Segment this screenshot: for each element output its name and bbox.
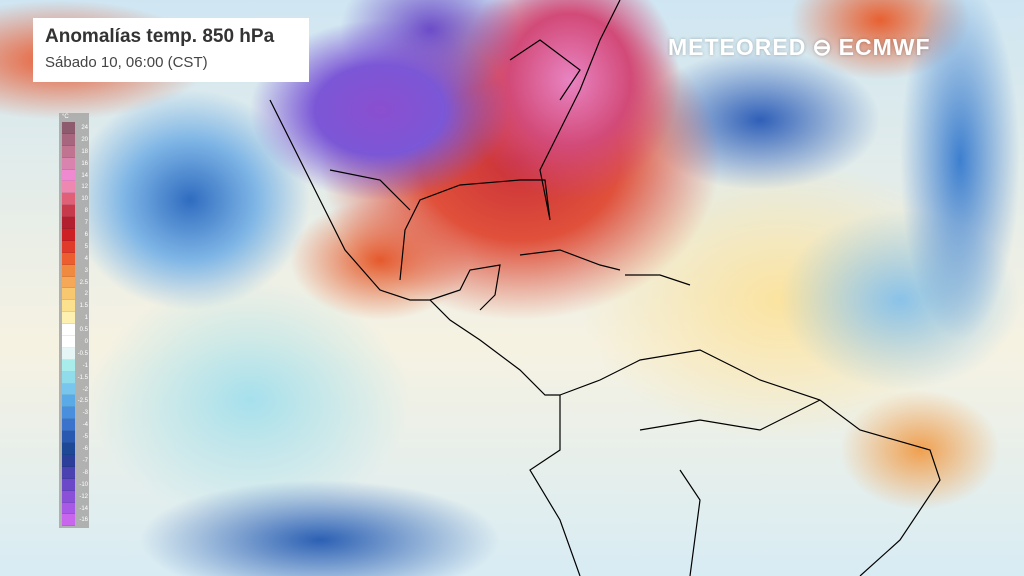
legend-label: 3 — [84, 267, 88, 274]
legend-label: 7 — [84, 220, 88, 227]
gulf-coast — [399, 0, 621, 281]
legend-label: -3 — [82, 410, 88, 417]
hispaniola — [625, 274, 691, 286]
legend-label: -4 — [82, 422, 88, 429]
south-america-coast — [559, 349, 941, 576]
legend-swatch — [62, 490, 75, 503]
legend-label: 4 — [84, 255, 88, 262]
legend-label: -1 — [82, 362, 88, 369]
legend-label: -2.5 — [77, 398, 88, 405]
legend-swatch — [62, 205, 75, 218]
title-box: Anomalías temp. 850 hPa Sábado 10, 06:00… — [33, 18, 309, 82]
legend-swatch — [62, 431, 75, 444]
legend-swatch — [62, 324, 75, 337]
brand-logos: METEORED ⊖ ECMWF — [668, 34, 931, 61]
ecmwf-logo: ECMWF — [838, 34, 931, 60]
south-america-west — [529, 395, 581, 576]
legend-swatch — [62, 300, 75, 313]
meteored-logo: METEORED — [668, 34, 807, 60]
cuba — [519, 249, 621, 271]
legend-label: 20 — [81, 136, 88, 143]
legend-label: 12 — [81, 184, 88, 191]
legend-swatch — [62, 181, 75, 194]
legend-label: -6 — [82, 446, 88, 453]
legend-swatch — [62, 122, 75, 134]
legend-swatch — [62, 145, 75, 158]
map-subtitle: Sábado 10, 06:00 (CST) — [45, 54, 208, 71]
legend-swatch — [62, 240, 75, 253]
legend-swatch — [62, 276, 75, 289]
legend-swatch — [62, 288, 75, 301]
legend-swatch — [62, 383, 75, 396]
legend-label: 0 — [84, 339, 88, 346]
north-america-coast — [269, 99, 560, 396]
legend-swatch — [62, 312, 75, 325]
legend-swatch — [62, 478, 75, 491]
us-mexico-border — [329, 169, 411, 211]
legend-swatch — [62, 407, 75, 420]
legend-swatch — [62, 514, 75, 527]
ecmwf-logo-icon: ⊖ — [812, 34, 833, 60]
map-title: Anomalías temp. 850 hPa — [45, 26, 275, 47]
legend-label: 1.5 — [79, 303, 88, 310]
legend-swatch — [62, 466, 75, 479]
legend-label: -8 — [82, 469, 88, 476]
legend-swatch — [62, 443, 75, 455]
legend-label: 16 — [81, 160, 88, 167]
legend-label: -12 — [79, 493, 88, 500]
legend-label: -2 — [82, 386, 88, 393]
legend-label: -1.5 — [77, 374, 88, 381]
legend-label: 24 — [81, 125, 88, 131]
legend-swatch — [62, 252, 75, 265]
legend-swatch — [62, 454, 75, 467]
legend-label: -7 — [82, 457, 88, 464]
legend-label: -5 — [82, 434, 88, 441]
legend-label: 6 — [84, 232, 88, 239]
legend-swatch — [62, 336, 75, 348]
legend-label: 8 — [84, 208, 88, 215]
legend-label: 5 — [84, 243, 88, 250]
legend-swatch — [62, 347, 75, 360]
color-legend: °C 24 20 18 16 14 12 10 8 7 6 5 4 3 2.5 2 1.5 1 0.5 0 -0.5 -… — [59, 113, 89, 528]
legend-swatch — [62, 229, 75, 241]
legend-label: 1 — [84, 315, 88, 322]
legend-label: 14 — [81, 172, 88, 179]
legend-swatch — [62, 133, 75, 146]
legend-label: 2 — [84, 291, 88, 298]
legend-label: -14 — [79, 505, 88, 512]
legend-label: -0.5 — [77, 350, 88, 357]
legend-swatch — [62, 419, 75, 432]
legend-label: -16 — [79, 517, 88, 524]
legend-label: 0.5 — [79, 327, 88, 334]
great-lakes — [509, 39, 581, 101]
legend-unit: °C — [62, 114, 69, 120]
legend-swatch — [62, 359, 75, 372]
legend-labels: 24 20 18 16 14 12 10 8 7 6 5 4 3 2.5 2 1.5 1 0.5 0 -0.5 -1 -1… — [74, 122, 88, 526]
legend-label: 18 — [81, 148, 88, 155]
legend-swatch — [62, 169, 75, 182]
yucatan — [429, 264, 501, 311]
legend-swatch — [62, 264, 75, 277]
legend-swatch — [62, 217, 75, 230]
legend-label: 10 — [81, 196, 88, 203]
legend-color-bar — [62, 122, 75, 527]
legend-swatch — [62, 157, 75, 170]
legend-swatch — [62, 371, 75, 384]
legend-swatch — [62, 502, 75, 515]
legend-swatch — [62, 395, 75, 408]
legend-label: 2.5 — [79, 279, 88, 286]
legend-swatch — [62, 193, 75, 206]
borders-sa — [639, 399, 821, 576]
legend-label: -10 — [79, 481, 88, 488]
